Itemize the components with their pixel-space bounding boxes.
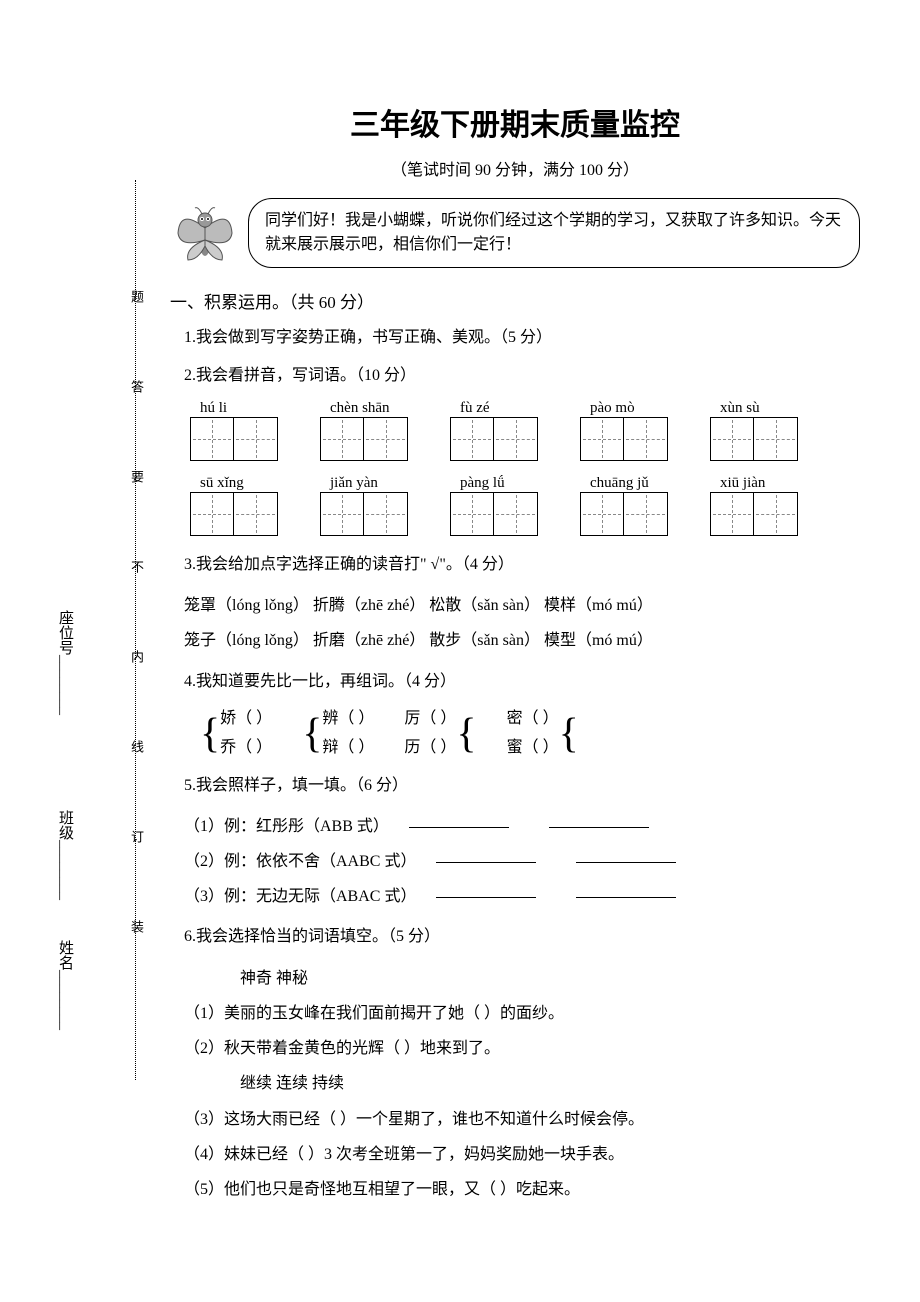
q3-line: 笼子（lóng lǒng） 折磨（zhē zhé） 散步（sǎn sàn） 模型… [184, 623, 860, 658]
blank[interactable] [576, 897, 676, 898]
blank[interactable] [436, 862, 536, 863]
blank[interactable] [436, 897, 536, 898]
pinyin: xiū jiàn [720, 475, 808, 492]
class-label: 班级________ [55, 810, 76, 900]
word-pair-top: 娇（ ） [220, 705, 272, 734]
question-6-prompt: 6.我会选择恰当的词语填空。（5 分） [184, 922, 860, 952]
brace-icon: { [456, 713, 476, 755]
word-pair-bottom: 历（ ） [404, 734, 456, 763]
binding-char: 装 [127, 920, 146, 939]
word-pair-bottom: 蜜（ ） [507, 734, 559, 763]
q6-words: 继续 连续 持续 [240, 1066, 860, 1101]
binding-char: 订 [127, 830, 146, 849]
pinyin: chèn shān [330, 400, 418, 417]
seat-label: 座位号________ [55, 610, 76, 715]
char-box-pair[interactable] [450, 417, 538, 461]
question-1: 1.我会做到写字姿势正确，书写正确、美观。（5 分） [184, 323, 860, 353]
binding-dotted-line [135, 180, 136, 1080]
section-heading: 一、积累运用。（共 60 分） [170, 288, 860, 313]
pinyin: fù zé [460, 400, 548, 417]
pinyin: xùn sù [720, 400, 808, 417]
word-pair-group: 厉（ ）历（ ） { [404, 705, 476, 763]
word-pair-bottom: 辩（ ） [322, 734, 374, 763]
pinyin: pàng lǘ [460, 475, 548, 492]
q6-line: （2）秋天带着金黄色的光辉（ ）地来到了。 [184, 1031, 860, 1066]
char-box-pair[interactable] [580, 492, 668, 536]
word-pair-group: 密（ ）蜜（ ） { [507, 705, 579, 763]
binding-char: 线 [127, 740, 146, 759]
q5-line: （3）例：无边无际（ABAC 式） [184, 879, 860, 914]
word-pair-top: 密（ ） [507, 705, 559, 734]
pinyin: pào mò [590, 400, 678, 417]
pinyin: sū xǐng [200, 475, 288, 492]
brace-icon: { [559, 713, 579, 755]
q6-line: （5）他们也只是奇怪地互相望了一眼，又（ ）吃起来。 [184, 1172, 860, 1207]
page-subtitle: （笔试时间 90 分钟，满分 100 分） [170, 156, 860, 180]
pinyin-row-2: sū xǐng jiǎn yàn pàng lǘ chuāng jǔ xiū j… [200, 475, 860, 492]
blank[interactable] [576, 862, 676, 863]
question-3-prompt: 3.我会给加点字选择正确的读音打" √"。（4 分） [184, 550, 860, 580]
binding-char: 答 [127, 380, 146, 399]
q6-line: （1）美丽的玉女峰在我们面前揭开了她（ ）的面纱。 [184, 996, 860, 1031]
question-4-prompt: 4.我知道要先比一比，再组词。（4 分） [184, 667, 860, 697]
char-box-pair[interactable] [710, 417, 798, 461]
q4-row: { 娇（ ）乔（ ） { 辨（ ）辩（ ） 厉（ ）历（ ） { 密（ ）蜜（ … [200, 705, 860, 763]
q5-line: （2）例：依依不舍（AABC 式） [184, 844, 860, 879]
char-box-pair[interactable] [190, 492, 278, 536]
q5-line: （1）例：红彤彤（ABB 式） [184, 809, 860, 844]
q6-words: 神奇 神秘 [240, 961, 860, 996]
page-title: 三年级下册期末质量监控 [170, 100, 860, 144]
char-box-pair[interactable] [190, 417, 278, 461]
question-2-prompt: 2.我会看拼音，写词语。（10 分） [184, 361, 860, 391]
word-pair-top: 辨（ ） [322, 705, 374, 734]
char-box-pair[interactable] [710, 492, 798, 536]
brace-icon: { [200, 713, 220, 755]
q6-line: （3）这场大雨已经（ ）一个星期了，谁也不知道什么时候会停。 [184, 1102, 860, 1137]
main-content: 三年级下册期末质量监控 （笔试时间 90 分钟，满分 100 分） 同学们好！我… [170, 100, 860, 1207]
binding-char: 内 [127, 650, 146, 669]
pinyin-row-1: hú li chèn shān fù zé pào mò xùn sù [200, 400, 860, 417]
pinyin: hú li [200, 400, 288, 417]
char-box-pair[interactable] [450, 492, 538, 536]
blank[interactable] [409, 827, 509, 828]
q3-line: 笼罩（lóng lǒng） 折腾（zhē zhé） 松散（sǎn sàn） 模样… [184, 588, 860, 623]
char-box-pair[interactable] [320, 492, 408, 536]
char-box-pair[interactable] [320, 417, 408, 461]
butterfly-icon [170, 198, 240, 268]
speech-bubble: 同学们好！我是小蝴蝶，听说你们经过这个学期的学习，又获取了许多知识。今天就来展示… [248, 198, 860, 268]
brace-icon: { [302, 713, 322, 755]
q6-line: （4）妹妹已经（ ）3 次考全班第一了，妈妈奖励她一块手表。 [184, 1137, 860, 1172]
binding-char: 不 [127, 560, 146, 579]
intro-row: 同学们好！我是小蝴蝶，听说你们经过这个学期的学习，又获取了许多知识。今天就来展示… [170, 198, 860, 268]
pinyin: chuāng jǔ [590, 475, 678, 492]
question-5-prompt: 5.我会照样子，填一填。（6 分） [184, 771, 860, 801]
word-pair-bottom: 乔（ ） [220, 734, 272, 763]
word-pair-group: { 娇（ ）乔（ ） [200, 705, 272, 763]
binding-margin: 姓名________ 班级________ 座位号________ 装 订 线 … [55, 180, 145, 1080]
binding-char: 要 [127, 470, 146, 489]
word-pair-top: 厉（ ） [404, 705, 456, 734]
word-pair-group: { 辨（ ）辩（ ） [302, 705, 374, 763]
name-label: 姓名________ [55, 940, 76, 1030]
pinyin: jiǎn yàn [330, 475, 418, 492]
blank[interactable] [549, 827, 649, 828]
binding-char: 题 [127, 290, 146, 309]
char-boxes-row-2 [190, 492, 860, 536]
char-boxes-row-1 [190, 417, 860, 461]
char-box-pair[interactable] [580, 417, 668, 461]
